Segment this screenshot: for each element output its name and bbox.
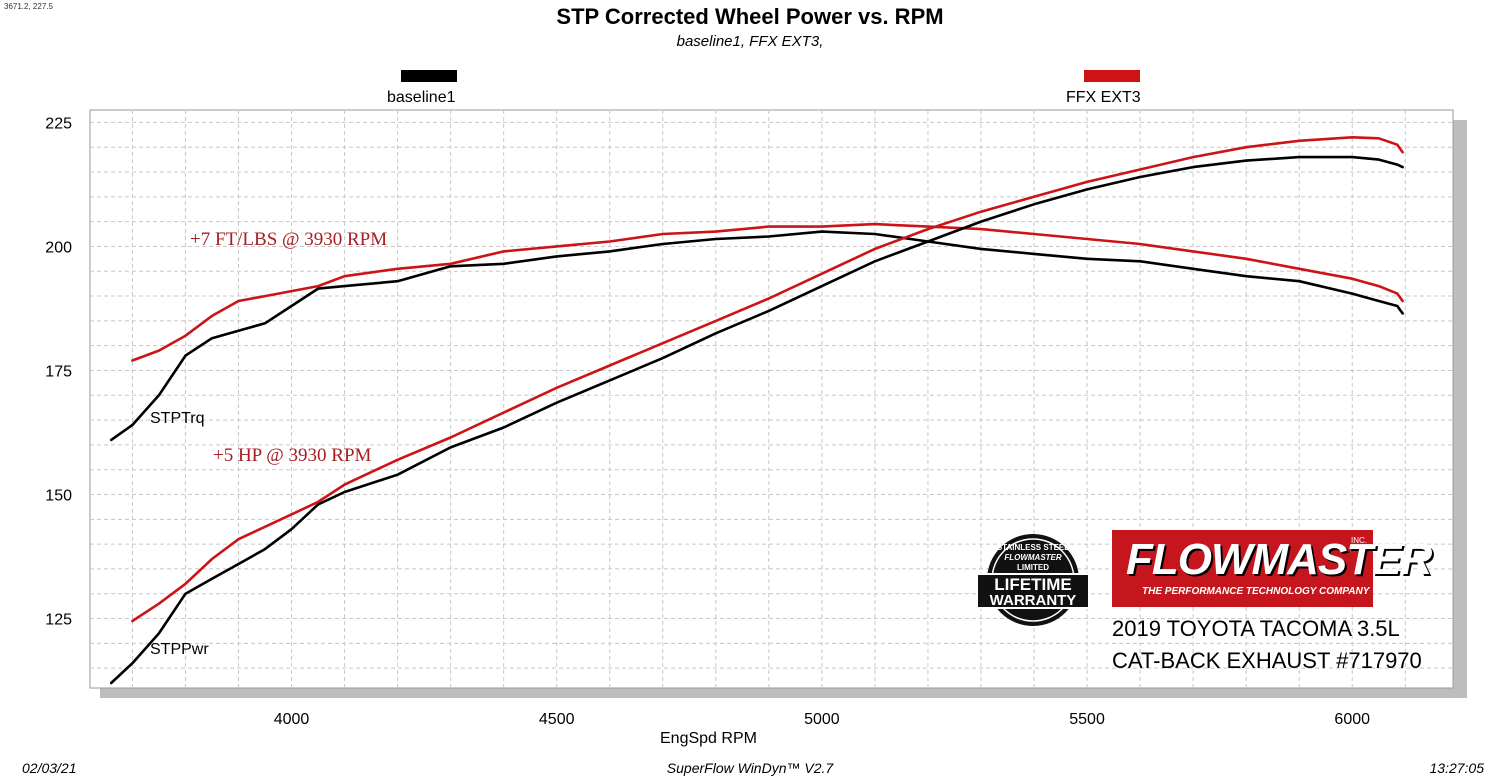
y-tick-label: 175	[45, 363, 72, 380]
warranty-brand-text: FLOWMASTER	[1004, 553, 1062, 562]
series-tag-torque: STPTrq	[150, 410, 205, 427]
chart-subtitle: baseline1, FFX EXT3,	[676, 33, 824, 50]
warranty-limited-text: LIMITED	[1017, 563, 1049, 572]
x-tick-label: 4500	[539, 711, 575, 728]
axis-ticks: 4000 4500 5000 5500 6000 125 150 175 200 225	[45, 115, 1370, 728]
legend-swatch-baseline	[401, 70, 457, 82]
x-tick-label: 4000	[274, 711, 310, 728]
warranty-line1-text: LIFETIME	[994, 575, 1071, 594]
cursor-coordinates: 3671.2, 227.5	[4, 2, 53, 11]
warranty-seal: STAINLESS STEEL FLOWMASTER LIMITED LIFET…	[976, 534, 1090, 626]
series-line-stppwr-ffx-ext3	[131, 136, 1404, 623]
footer-time: 13:27:05	[1429, 760, 1485, 776]
footer-software: SuperFlow WinDyn™ V2.7	[666, 760, 834, 776]
vehicle-line-2: CAT-BACK EXHAUST #717970	[1112, 648, 1422, 673]
x-tick-label: 5000	[804, 711, 840, 728]
legend-label-ffx-ext3: FFX EXT3	[1066, 89, 1141, 106]
warranty-line2-text: WARRANTY	[990, 592, 1077, 609]
y-tick-label: 125	[45, 612, 72, 629]
logo-inc: INC.	[1351, 536, 1367, 545]
logo-wordmark: FLOWMASTER	[1126, 535, 1432, 584]
y-tick-label: 150	[45, 488, 72, 505]
legend-label-baseline: baseline1	[387, 89, 456, 106]
y-tick-label: 225	[45, 115, 72, 132]
vehicle-line-1: 2019 TOYOTA TACOMA 3.5L	[1112, 616, 1400, 641]
warranty-top-text: STAINLESS STEEL	[997, 543, 1069, 552]
x-tick-label: 5500	[1069, 711, 1105, 728]
chart-title: STP Corrected Wheel Power vs. RPM	[556, 4, 944, 29]
series-line-stptrq-ffx-ext3	[131, 222, 1404, 362]
series-line-stppwr-baseline1	[109, 155, 1404, 685]
y-tick-label: 200	[45, 239, 72, 256]
series-line-stptrq-baseline1	[109, 230, 1404, 442]
annotation-power-gain: +5 HP @ 3930 RPM	[213, 445, 372, 466]
flowmaster-logo: FLOWMASTER INC. THE PERFORMANCE TECHNOLO…	[1112, 530, 1432, 607]
annotation-torque-gain: +7 FT/LBS @ 3930 RPM	[190, 229, 387, 250]
x-tick-label: 6000	[1334, 711, 1370, 728]
footer-date: 02/03/21	[22, 760, 77, 776]
logo-tagline: THE PERFORMANCE TECHNOLOGY COMPANY	[1142, 586, 1370, 597]
grid-lines	[90, 110, 1453, 688]
series-tag-power: STPPwr	[150, 641, 209, 658]
x-axis-label: EngSpd RPM	[660, 730, 757, 747]
legend-swatch-ffx-ext3	[1084, 70, 1140, 82]
series-lines	[109, 136, 1404, 685]
